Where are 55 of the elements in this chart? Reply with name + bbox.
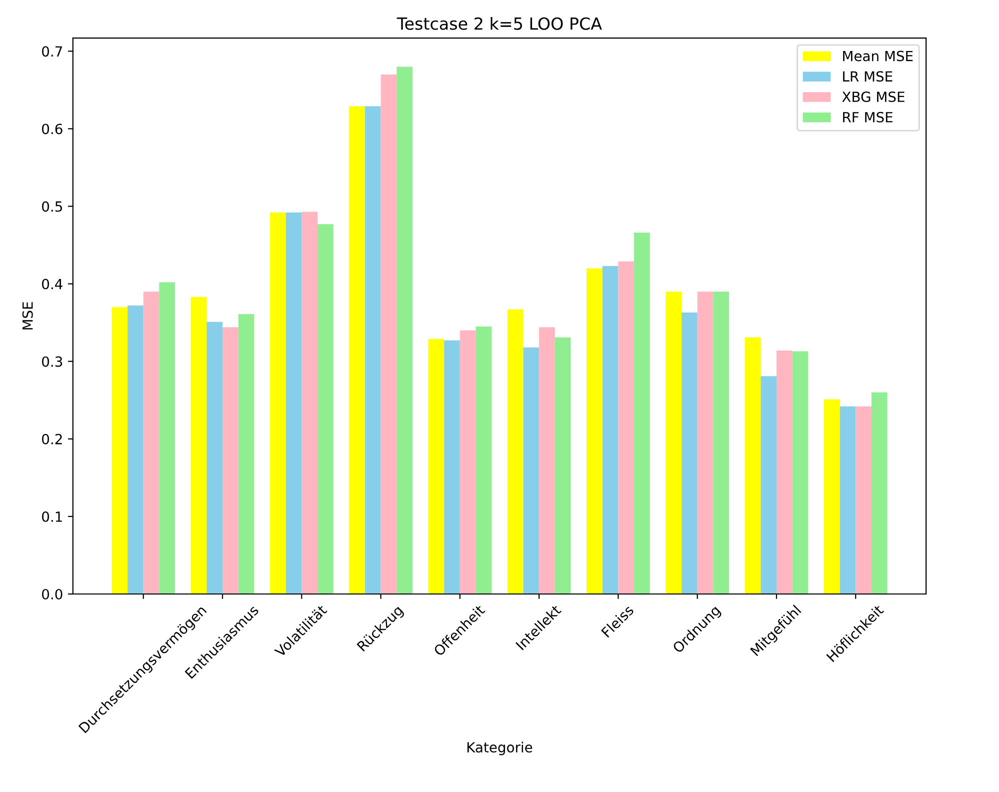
bar — [444, 340, 460, 594]
bar — [539, 327, 555, 594]
bar — [143, 292, 160, 594]
bar — [776, 350, 792, 594]
bar — [682, 312, 698, 594]
y-tick-label: 0.6 — [42, 124, 62, 134]
bar — [713, 292, 730, 594]
bar — [792, 351, 808, 594]
legend-label: RF MSE — [843, 112, 892, 122]
y-tick-label: 0.1 — [42, 511, 62, 522]
legend-label: LR MSE — [843, 71, 892, 82]
bar — [871, 392, 888, 594]
y-tick-label: 0.3 — [42, 356, 62, 367]
y-tick-label: 0.5 — [42, 201, 62, 212]
x-axis-title: Kategorie — [467, 742, 532, 756]
bar — [476, 326, 492, 594]
y-tick-label: 0.0 — [42, 588, 62, 600]
y-tick-label: 0.2 — [42, 434, 62, 444]
bar — [666, 292, 682, 594]
bar — [396, 66, 412, 594]
bar — [460, 330, 476, 594]
bar — [554, 337, 571, 594]
legend-label: Mean MSE — [843, 50, 913, 62]
bar — [302, 212, 318, 594]
bar — [856, 406, 872, 594]
bar — [760, 376, 776, 594]
bar — [159, 282, 176, 594]
bar — [380, 74, 397, 594]
bar — [840, 406, 856, 594]
y-tick-label: 0.4 — [42, 278, 62, 290]
bar — [618, 261, 634, 594]
bar — [507, 309, 524, 594]
bar — [222, 327, 238, 594]
bar — [744, 337, 761, 594]
y-axis-title: MSE — [22, 302, 33, 330]
bar — [270, 212, 286, 594]
bar — [523, 347, 540, 594]
bar — [697, 292, 714, 594]
bar — [206, 322, 223, 594]
bar — [602, 266, 618, 594]
bar — [112, 307, 128, 594]
bar — [428, 338, 444, 594]
bar — [824, 399, 840, 594]
bar — [238, 314, 254, 594]
legend-label: XBG MSE — [842, 92, 904, 102]
y-tick-label: 0.7 — [42, 46, 62, 57]
bar — [190, 297, 207, 594]
bar — [364, 106, 381, 594]
bar — [317, 224, 334, 594]
bar — [634, 232, 650, 594]
bar — [586, 268, 602, 594]
bar — [349, 106, 365, 594]
bar — [286, 212, 302, 594]
bar — [128, 306, 144, 594]
chart-title: Testcase 2 k=5 LOO PCA — [396, 17, 602, 30]
